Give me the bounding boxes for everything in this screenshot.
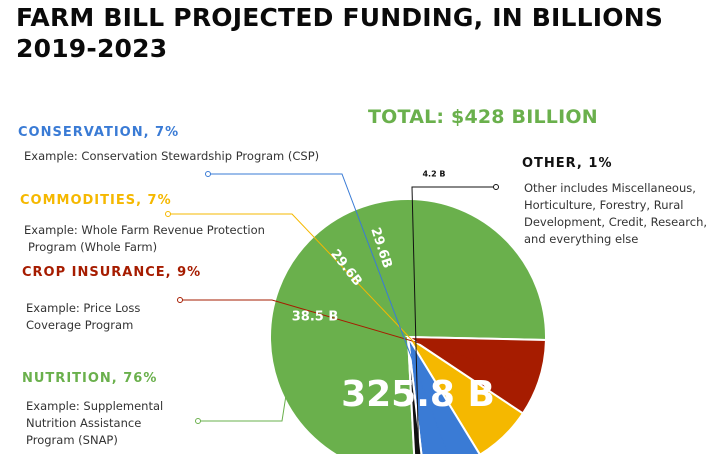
- commodities-example-line-2: Program (Whole Farm): [28, 240, 158, 254]
- pie-slice-conservation: [407, 336, 481, 454]
- nutrition-example-line-1: Example: Supplemental: [26, 399, 164, 413]
- leader-line-other: [411, 186, 496, 454]
- slice-value-label-nutrition: 325.8 B: [341, 374, 495, 415]
- nutrition-example-line-3: Program (SNAP): [26, 433, 118, 447]
- crop-insurance-example: Example: Price Loss Coverage Program: [26, 300, 140, 334]
- commodities-example: Example: Whole Farm Revenue Protection P…: [24, 222, 265, 256]
- slice-value-label-other: 4.2 B: [422, 170, 445, 179]
- commodities-example-line-1: Example: Whole Farm Revenue Protection: [24, 223, 265, 237]
- leader-line-crop-insurance: [180, 299, 536, 378]
- leader-line-nutrition: [198, 241, 311, 422]
- other-description-line-1: Other includes Miscellaneous,: [524, 181, 696, 195]
- crop-insurance-heading: CROP INSURANCE, 9%: [22, 265, 202, 280]
- conservation-example: Example: Conservation Stewardship Progra…: [24, 149, 320, 163]
- leader-dot-commodities: [165, 211, 171, 217]
- nutrition-example-line-2: Nutrition Assistance: [26, 416, 142, 430]
- leader-dot-other: [493, 184, 499, 190]
- title-line-1: FARM BILL PROJECTED FUNDING, IN BILLIONS: [16, 3, 664, 32]
- leader-line-conservation: [208, 173, 449, 454]
- title-line-2: 2019-2023: [16, 34, 168, 63]
- nutrition-heading: NUTRITION, 76%: [22, 371, 158, 386]
- other-description-line-2: Horticulture, Forestry, Rural: [524, 198, 684, 212]
- other-description-line-3: Development, Credit, Research,: [524, 215, 708, 229]
- other-heading: OTHER, 1%: [522, 156, 613, 171]
- conservation-heading: CONSERVATION, 7%: [18, 125, 180, 140]
- total-label: TOTAL: $428 BILLION: [368, 106, 598, 128]
- other-description: Other includes Miscellaneous, Horticultu…: [524, 180, 707, 248]
- slice-value-label-crop-insurance: 38.5 B: [292, 310, 339, 325]
- crop-insurance-example-line-1: Example: Price Loss: [26, 301, 141, 315]
- leader-dot-crop-insurance: [177, 297, 183, 303]
- other-description-line-4: and everything else: [524, 232, 639, 246]
- leader-dot-conservation: [205, 171, 211, 177]
- chart-title: FARM BILL PROJECTED FUNDING, IN BILLIONS…: [16, 2, 716, 64]
- commodities-heading: COMMODITIES, 7%: [20, 193, 172, 208]
- nutrition-example: Example: Supplemental Nutrition Assistan…: [26, 398, 163, 449]
- leader-line-commodities: [168, 213, 502, 434]
- leader-dot-nutrition: [195, 418, 201, 424]
- crop-insurance-example-line-2: Coverage Program: [26, 318, 134, 332]
